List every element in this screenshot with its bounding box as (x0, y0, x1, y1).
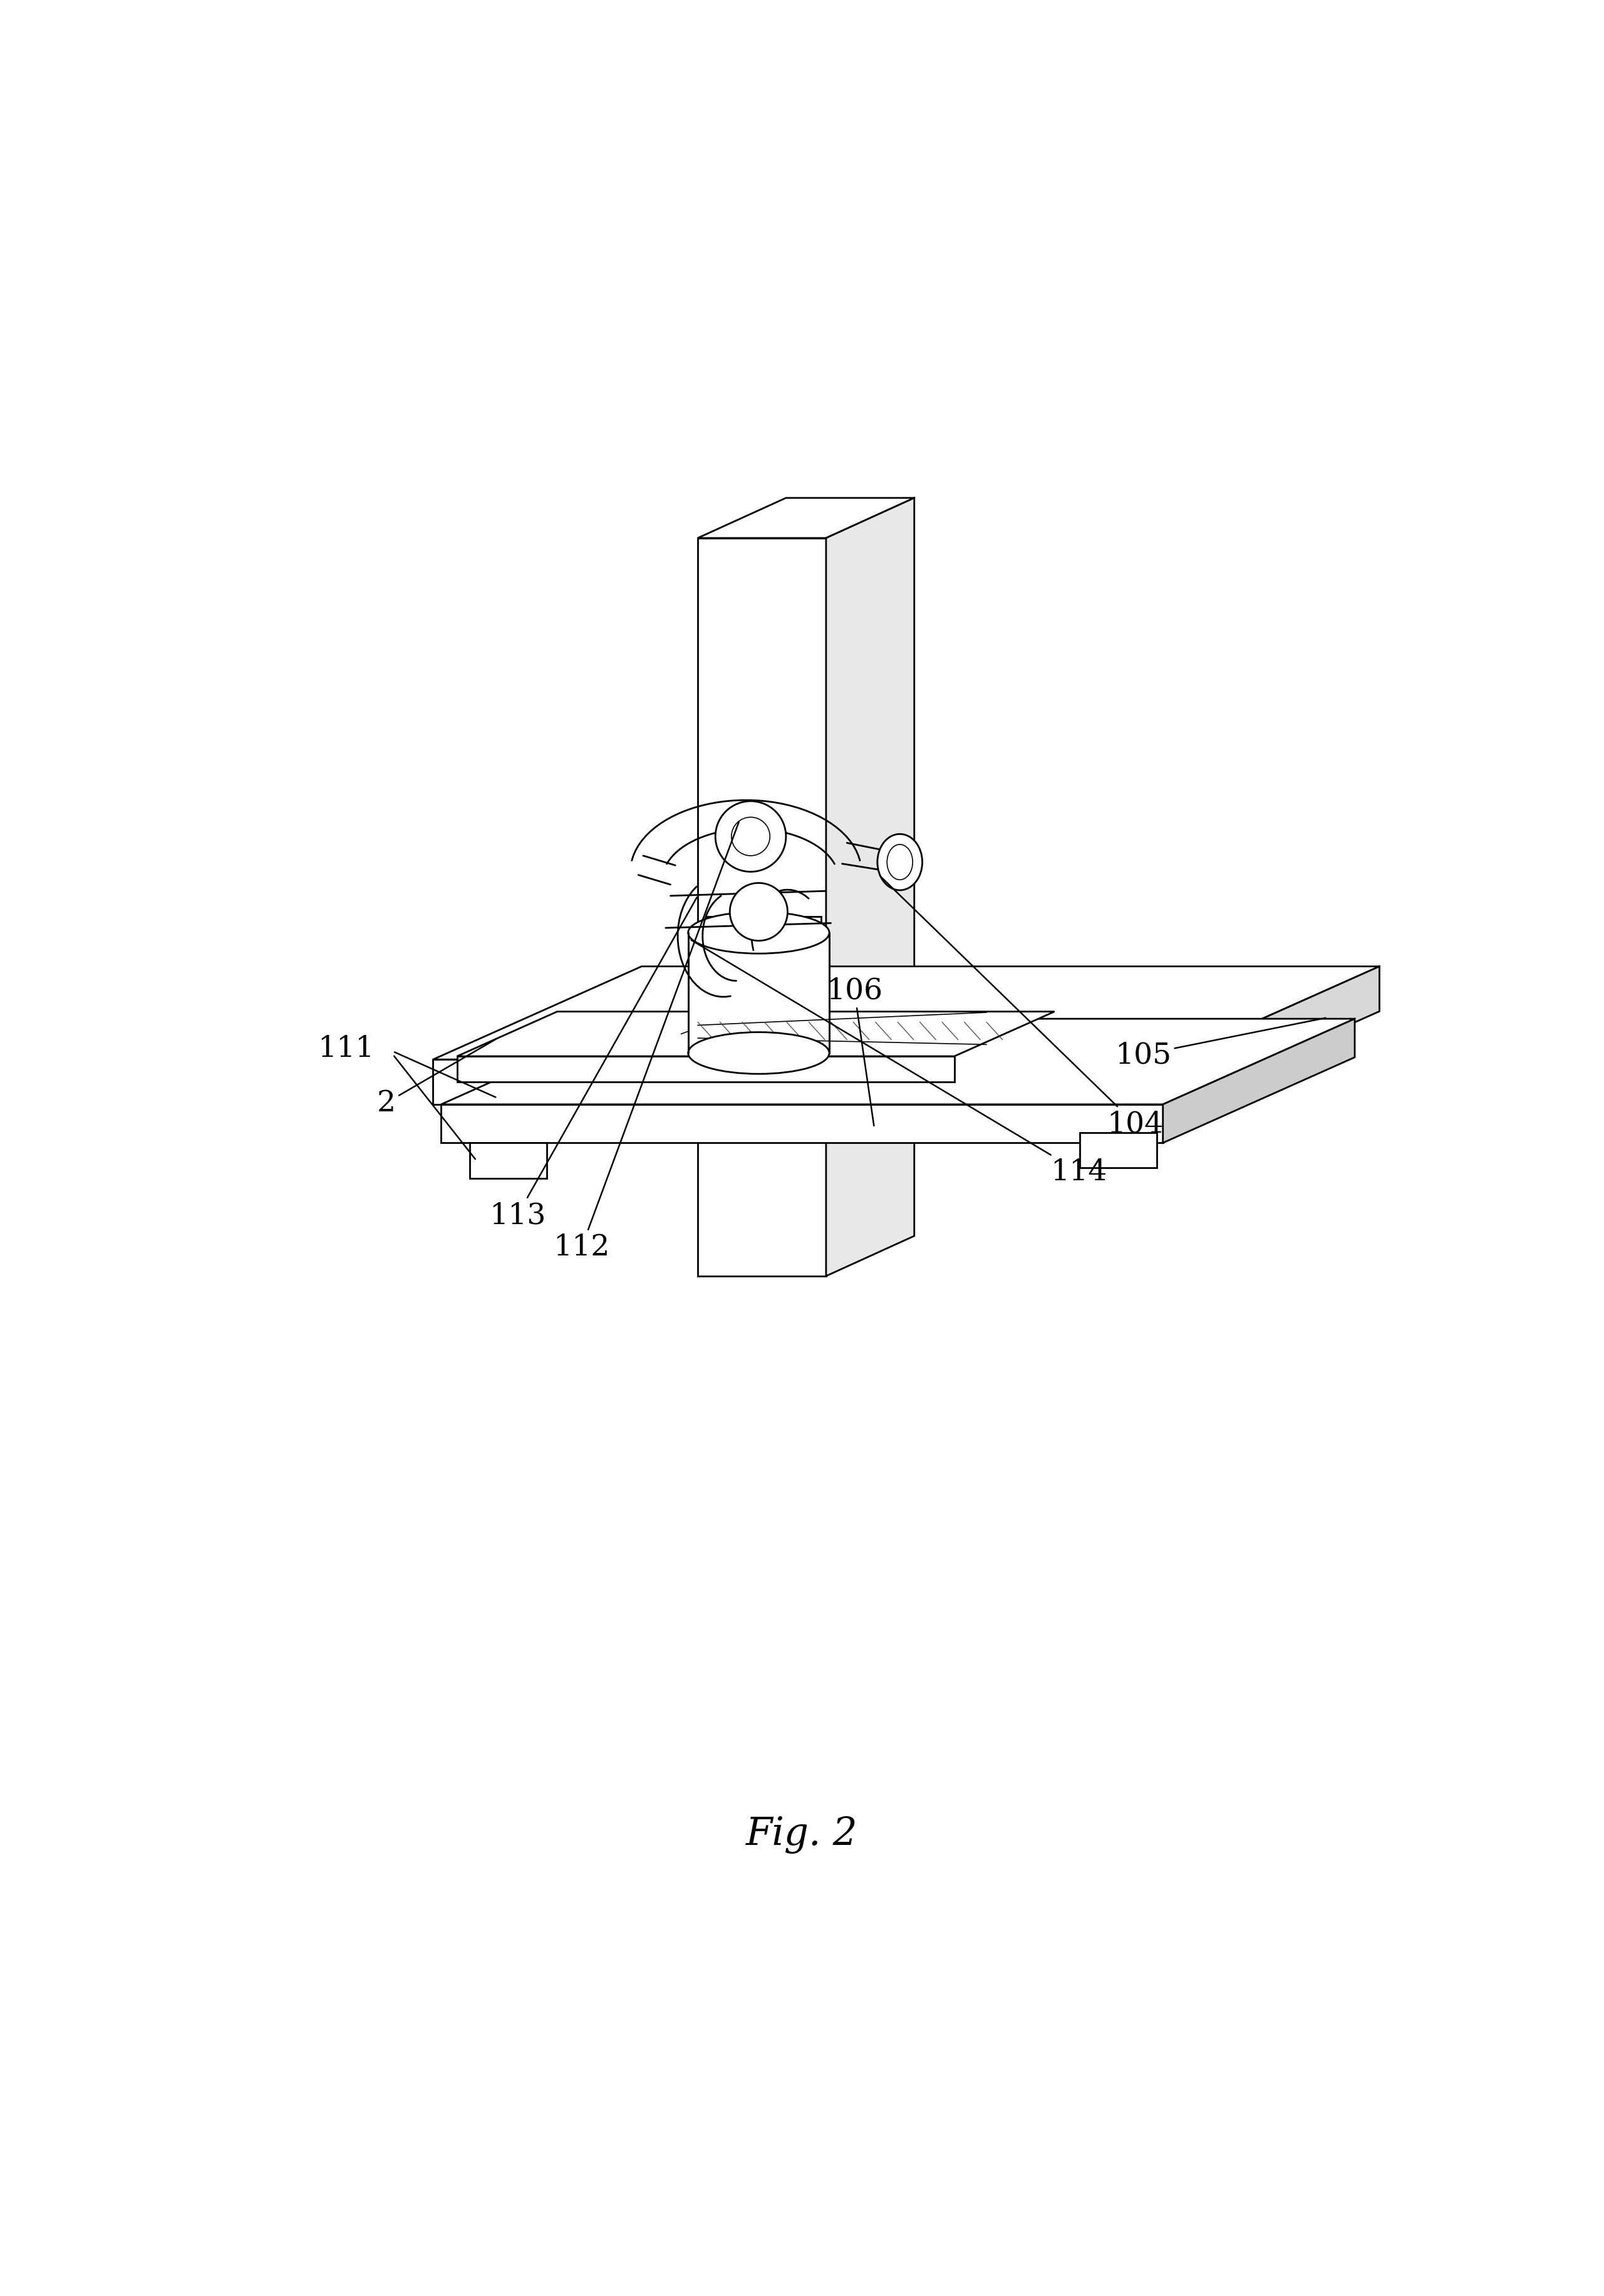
Polygon shape (457, 1013, 1054, 1056)
Polygon shape (1079, 1132, 1156, 1169)
Polygon shape (826, 498, 914, 1277)
Polygon shape (688, 932, 829, 1054)
Polygon shape (433, 1061, 1171, 1104)
Circle shape (730, 884, 788, 941)
Polygon shape (433, 967, 1379, 1061)
Ellipse shape (688, 1033, 829, 1075)
Polygon shape (698, 540, 826, 1277)
Text: 111: 111 (318, 1035, 374, 1063)
Text: 105: 105 (1115, 1017, 1325, 1070)
Polygon shape (1171, 967, 1379, 1104)
Circle shape (715, 801, 786, 872)
Text: Fig. 2: Fig. 2 (746, 1816, 858, 1853)
Text: 2: 2 (377, 1040, 496, 1118)
Polygon shape (441, 1019, 1355, 1104)
Polygon shape (706, 916, 821, 962)
Polygon shape (470, 1143, 547, 1178)
Text: 106: 106 (826, 976, 882, 1125)
Circle shape (731, 817, 770, 856)
Text: 112: 112 (553, 822, 739, 1261)
Text: 104: 104 (881, 877, 1163, 1139)
Ellipse shape (887, 845, 913, 879)
Polygon shape (698, 498, 914, 540)
Polygon shape (441, 1104, 1163, 1143)
Text: 113: 113 (489, 898, 696, 1231)
Text: 114: 114 (691, 941, 1107, 1187)
Ellipse shape (877, 833, 922, 891)
Polygon shape (1163, 1019, 1355, 1143)
Polygon shape (457, 1056, 954, 1081)
Ellipse shape (688, 912, 829, 953)
